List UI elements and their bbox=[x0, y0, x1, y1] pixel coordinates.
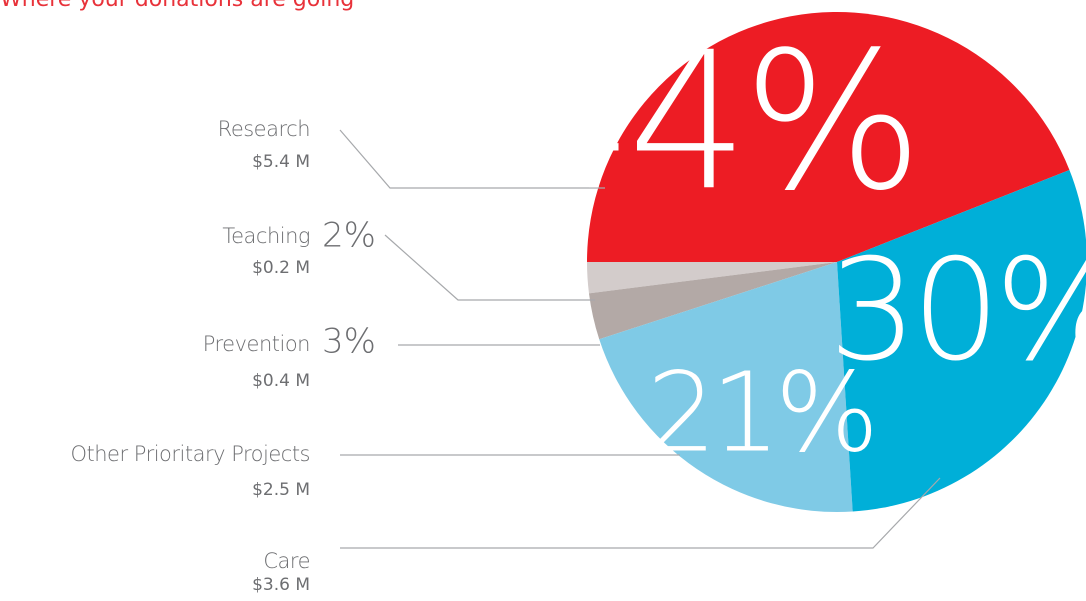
category-label: Prevention bbox=[203, 332, 310, 356]
pie bbox=[587, 11, 1086, 512]
amount-label: $5.4 M bbox=[252, 152, 310, 172]
category-label: Teaching bbox=[222, 224, 310, 248]
value-label: 30% bbox=[828, 230, 1086, 393]
amount-label: $3.6 M bbox=[252, 575, 310, 595]
leader-line bbox=[339, 129, 605, 189]
amount-label: $2.5 M bbox=[252, 480, 310, 500]
pie-slice bbox=[837, 169, 1086, 512]
value-label: 3% bbox=[322, 322, 376, 362]
pie-slice bbox=[587, 11, 1070, 263]
pie-slice bbox=[588, 262, 837, 340]
value-label: 44% bbox=[513, 11, 917, 232]
category-label: Other Prioritary Projects bbox=[70, 442, 310, 466]
chart-title: Where your donations are going bbox=[0, 0, 354, 12]
category-label: Research bbox=[218, 117, 310, 141]
value-label: 2% bbox=[322, 216, 376, 256]
leader-line bbox=[340, 477, 941, 549]
category-label: Care bbox=[263, 549, 310, 573]
pie-slice bbox=[599, 262, 853, 512]
leader-lines bbox=[339, 129, 941, 549]
pie-slice bbox=[587, 262, 837, 294]
leader-line bbox=[384, 234, 595, 301]
amount-label: $0.2 M bbox=[252, 258, 310, 278]
amount-label: $0.4 M bbox=[252, 371, 310, 391]
value-label: 21% bbox=[647, 348, 874, 476]
